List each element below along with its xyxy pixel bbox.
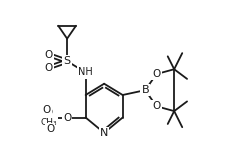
Text: S: S [63,56,70,66]
Text: O
CH₃: O CH₃ [40,108,57,127]
Text: O: O [44,63,52,73]
Text: O: O [152,101,160,111]
Text: O: O [63,113,71,123]
Text: O: O [46,124,54,134]
Text: O: O [44,50,52,60]
Text: N: N [99,128,108,138]
Text: B: B [141,85,148,95]
Text: NH: NH [78,67,93,77]
Text: O: O [63,113,71,123]
Text: O: O [43,105,51,115]
Text: O: O [152,69,160,79]
